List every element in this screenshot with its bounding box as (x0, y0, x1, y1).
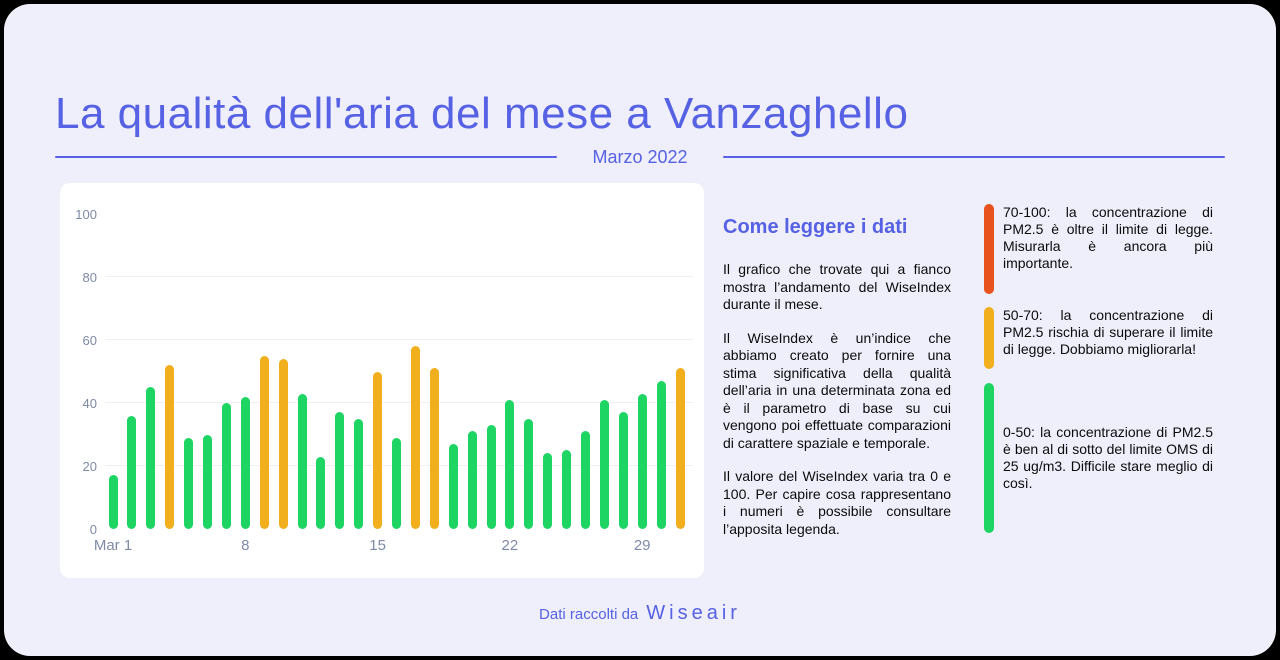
footer-brand: Wiseair (646, 602, 741, 624)
legend-text-70-100: 70-100: la concentrazione di PM2.5 è olt… (1003, 204, 1213, 271)
bar-mar-3 (146, 387, 156, 529)
explainer-heading: Come leggere i dati (723, 216, 908, 238)
bar-mar-12 (316, 456, 326, 529)
bar-mar-20 (467, 431, 477, 529)
gridline-80 (105, 276, 693, 277)
bar-mar-1 (108, 475, 118, 529)
y-axis-label-0: 0 (89, 522, 97, 537)
x-axis-label-mar-1: Mar 1 (93, 537, 133, 554)
bar-mar-25 (562, 450, 572, 529)
bar-mar-29 (637, 393, 647, 529)
bar-mar-8 (240, 396, 250, 529)
subtitle-rule-right (722, 156, 1225, 158)
bar-mar-11 (297, 393, 307, 529)
bar-mar-28 (618, 412, 628, 529)
footer-credit-text: Dati raccolti da (539, 606, 639, 623)
explainer-paragraph-3: Il valore del WiseIndex varia tra 0 e 10… (723, 468, 951, 537)
subtitle-month: Marzo 2022 (592, 146, 688, 167)
bar-mar-21 (486, 425, 496, 529)
explainer-paragraph-1: Il grafico che trovate qui a fianco most… (723, 261, 951, 312)
bar-mar-2 (127, 415, 137, 529)
legend-item-70-100: 70-100: la concentrazione di PM2.5 è olt… (984, 204, 1213, 294)
bar-mar-30 (656, 380, 666, 529)
bar-mar-15 (373, 371, 383, 529)
footer: Dati raccolti da Wiseair (4, 602, 1276, 625)
plot-area: 0 20 40 60 80 100 Mar 1 8 15 22 29 (75, 207, 693, 554)
bar-mar-16 (392, 437, 401, 529)
subtitle-row: Marzo 2022 (55, 146, 1225, 168)
bar-mar-9 (259, 355, 269, 529)
bar-mar-6 (203, 434, 212, 529)
x-axis-label-29: 29 (633, 537, 651, 554)
legend-swatch-amber (984, 307, 994, 369)
page-title: La qualità dell'aria del mese a Vanzaghe… (55, 89, 909, 139)
bar-mar-22 (505, 399, 515, 529)
legend-item-50-70: 50-70: la concentrazione di PM2.5 rischi… (984, 307, 1213, 369)
bar-mar-7 (221, 403, 231, 529)
bar-mar-23 (524, 418, 534, 529)
y-axis-label-60: 60 (82, 333, 97, 348)
legend-text-0-50: 0-50: la concentrazione di PM2.5 è ben a… (1003, 424, 1213, 491)
bar-mar-13 (335, 412, 345, 529)
bar-mar-18 (429, 368, 439, 529)
bar-mar-14 (354, 418, 364, 529)
legend-swatch-green (984, 383, 994, 533)
bar-mar-17 (410, 346, 420, 529)
y-axis-label-40: 40 (82, 396, 97, 411)
y-axis-label-100: 100 (75, 207, 97, 222)
bar-mar-4 (165, 365, 175, 529)
legend-item-0-50: 0-50: la concentrazione di PM2.5 è ben a… (984, 383, 1213, 533)
wiseindex-chart-panel: 0 20 40 60 80 100 Mar 1 8 15 22 29 (60, 183, 704, 578)
x-axis-label-8: 8 (241, 537, 250, 554)
subtitle-rule-left (55, 156, 558, 158)
explainer-column: Come leggere i dati Il grafico che trova… (723, 216, 951, 554)
bar-mar-31 (675, 368, 685, 529)
gridline-40 (105, 402, 693, 403)
y-axis-label-20: 20 (82, 459, 97, 474)
bar-mar-5 (184, 437, 194, 529)
bar-mar-26 (581, 431, 590, 529)
bar-mar-10 (278, 358, 288, 529)
x-axis-label-22: 22 (501, 537, 519, 554)
bar-mar-24 (543, 453, 553, 529)
bar-mar-19 (448, 443, 458, 529)
infographic-card: La qualità dell'aria del mese a Vanzaghe… (4, 4, 1276, 656)
gridline-60 (105, 339, 693, 340)
x-axis-label-15: 15 (369, 537, 386, 554)
legend-swatch-red (984, 204, 994, 294)
legend-text-50-70: 50-70: la concentrazione di PM2.5 rischi… (1003, 307, 1213, 357)
bar-mar-27 (599, 399, 609, 529)
explainer-paragraph-2: Il WiseIndex è un’indice che abbiamo cre… (723, 329, 951, 451)
y-axis-label-80: 80 (82, 270, 97, 285)
